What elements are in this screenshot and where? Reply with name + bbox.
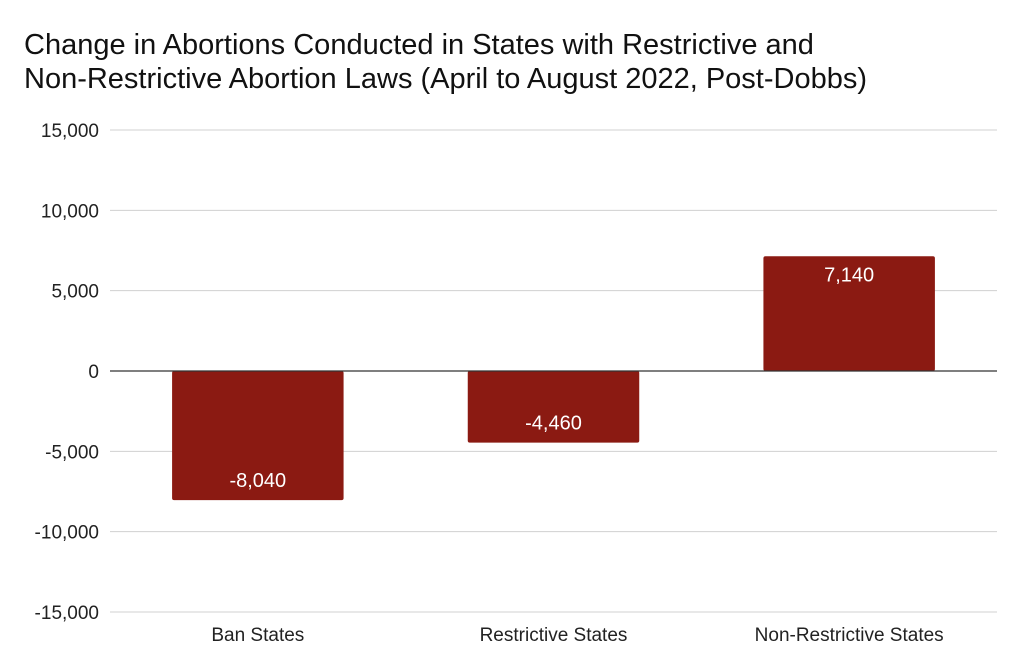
bar-restrictive-states [467,371,640,443]
y-tick-label: -5,000 [45,442,99,463]
data-labels: -8,040 -4,460 7,140 [229,264,874,492]
chart-title-line-2: Non-Restrictive Abortion Laws (April to … [24,63,868,95]
bars [172,256,935,501]
chart-title: Change in Abortions Conducted in States … [24,28,1004,96]
y-tick-label: 0 [88,362,99,383]
y-tick-label: 10,000 [41,201,99,222]
x-tick-label: Restrictive States [480,625,628,646]
y-tick-label: -15,000 [35,603,99,624]
bar-non-restrictive-states [763,256,935,371]
y-axis-tick-labels: 15,000 10,000 5,000 0 -5,000 -10,000 -15,000 [35,121,99,624]
x-axis-tick-labels: Ban States Restrictive States Non-Restrict… [211,625,943,646]
y-tick-label: -10,000 [35,523,99,544]
data-label: 7,140 [824,264,874,286]
y-tick-label: 5,000 [51,282,99,303]
bar-ban-states [172,371,344,501]
data-label: -4,460 [525,413,582,435]
x-tick-label: Ban States [211,625,304,646]
x-tick-label: Non-Restrictive States [755,625,944,646]
chart-title-line-1: Change in Abortions Conducted in States … [24,29,814,61]
y-tick-label: 15,000 [41,121,99,142]
data-label: -8,040 [229,470,286,492]
